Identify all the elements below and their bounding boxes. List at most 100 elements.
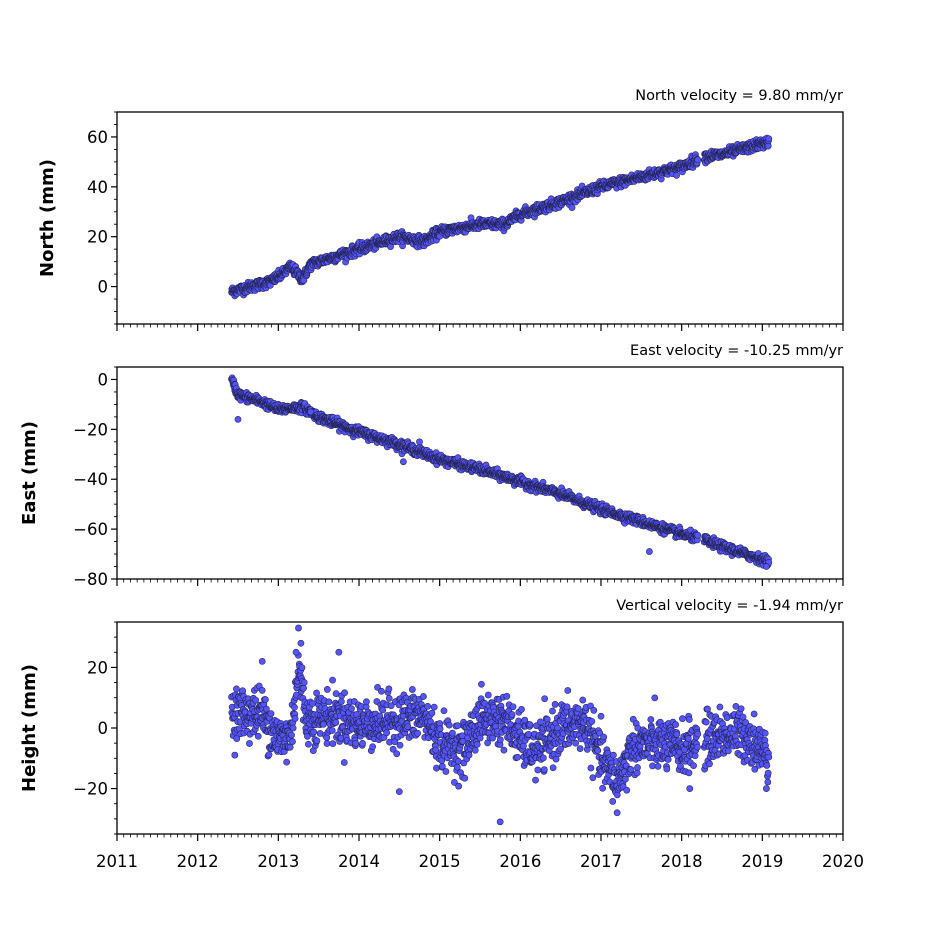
height-data-point [325,698,333,706]
height-data-point [454,757,462,765]
height-data-point [541,695,549,703]
east-outlier-point [762,563,770,570]
height-data-point [433,764,440,772]
height-data-point [385,694,393,702]
height-data-point [597,712,605,720]
height-data-point [691,752,699,760]
height-data-point [359,740,366,747]
height-data-point [579,696,587,704]
north-data-point [694,156,702,164]
east-outlier-point [646,548,653,555]
height-data-point [449,729,456,737]
height-data-point [332,719,340,726]
east-ytick-label: 0 [98,370,109,389]
height-data-point [286,743,294,751]
height-data-point [328,727,336,734]
height-data-point [514,753,521,761]
height-data-point [673,730,681,738]
height-data-point [471,746,479,754]
height-data-point [329,676,336,684]
height-data-point [442,768,450,775]
height-data-point [539,754,547,762]
north-panel: North velocity = 9.80 mm/yr North (mm) 0… [37,88,844,331]
north-data-points [228,134,773,300]
height-data-point [679,715,686,723]
height-data-point [594,747,602,755]
height-data-point [445,721,453,729]
height-data-point [348,705,355,713]
height-data-point [424,703,432,710]
north-ytick-label: 60 [87,128,108,147]
height-data-point [329,740,337,747]
height-data-point [233,685,240,693]
height-data-point [378,687,385,695]
height-data-point [313,689,320,697]
height-data-point [496,736,504,744]
height-data-point [703,735,711,742]
height-data-point [291,703,298,711]
height-data-point [289,738,296,745]
height-data-point [540,766,548,773]
height-data-point [246,740,253,747]
height-data-point [518,705,525,713]
height-data-point [651,694,659,702]
height-data-point [623,786,631,794]
height-data-point [231,751,239,759]
height-data-point [704,705,711,713]
height-data-point [310,728,318,736]
height-data-point [288,731,295,739]
height-data-point [239,687,246,695]
height-data-point [263,705,270,713]
north-data-point [765,135,773,143]
east-ytick-label: −20 [73,420,108,439]
east-panel-title: East velocity = -10.25 mm/yr [630,343,843,359]
height-data-point [574,705,582,713]
height-data-point [300,679,308,686]
height-data-point [305,740,312,748]
east-ytick-label: −60 [73,520,108,539]
north-ytick-label: 20 [87,228,108,247]
height-data-point [383,729,391,737]
height-data-point [537,718,544,726]
height-data-point [323,740,331,747]
height-data-point [298,664,306,671]
east-ytick-label: −80 [73,570,108,589]
height-data-point [308,700,316,707]
height-data-point [509,703,517,711]
height-data-point [414,729,421,737]
height-data-point [478,680,485,688]
height-data-point [600,733,607,741]
height-data-point [534,766,542,774]
height-data-point [610,751,617,759]
height-data-point [461,774,469,782]
height-data-point [258,686,266,694]
height-data-point [672,721,679,728]
north-axis-label: North (mm) [37,159,58,277]
height-data-point [369,743,376,751]
height-data-point [300,684,307,692]
north-panel-title: North velocity = 9.80 mm/yr [635,88,843,104]
height-data-point [265,751,273,758]
height-data-point [385,685,393,693]
height-data-point [252,696,260,704]
height-data-point [694,743,701,751]
height-data-point [572,739,579,747]
height-data-point [254,732,262,740]
height-data-point [440,707,448,715]
height-data-point [654,763,662,770]
height-data-point [473,741,481,748]
height-data-point [694,730,702,738]
height-data-point [340,759,348,766]
height-data-point [706,760,713,768]
height-data-point [430,703,438,711]
height-data-point [455,782,463,790]
height-data-point [262,696,269,703]
height-data-point [685,769,693,777]
height-data-point [436,725,444,733]
height-data-point [408,686,416,693]
north-ytick-label: 0 [98,278,109,297]
height-data-point [283,758,290,766]
height-panel-title: Vertical velocity = -1.94 mm/yr [616,598,843,614]
height-data-point [685,716,693,723]
height-data-point [647,716,655,723]
